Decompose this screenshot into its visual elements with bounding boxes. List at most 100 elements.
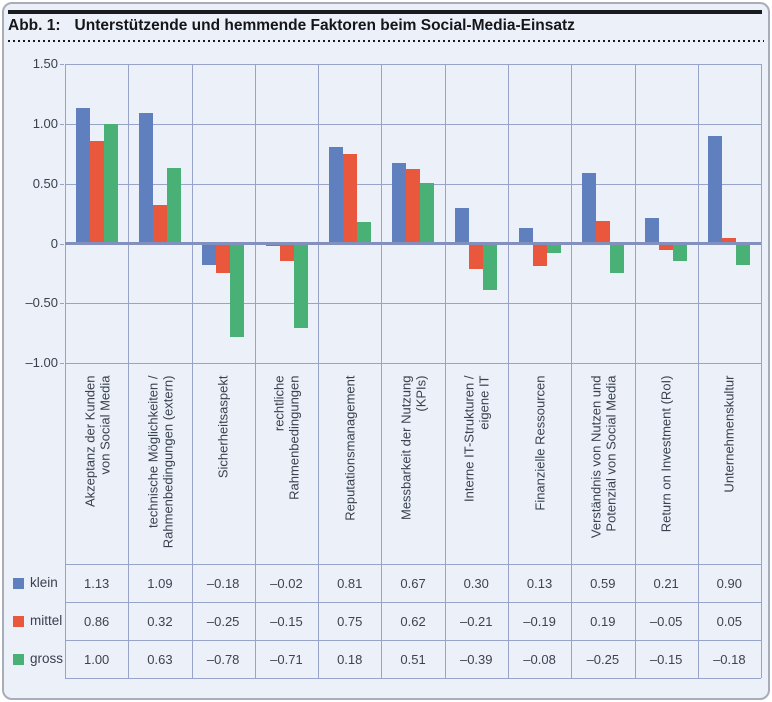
y-axis-tick-mark [60, 303, 64, 305]
category-label-line: Interne IT-Strukturen / [461, 375, 477, 502]
table-value-cell: –0.15 [270, 613, 303, 629]
category-label-cell: Reputationsmanagement [318, 364, 381, 563]
category-label: rechtliche Rahmenbedingungen [255, 365, 318, 562]
y-axis-tick-mark [60, 363, 64, 365]
category-label-line: Return on Investment (RoI) [658, 375, 674, 532]
legend-label: klein [30, 575, 58, 590]
legend-swatch-gross [13, 653, 24, 665]
category-label: Akzeptanz der Kunden von Social Media [65, 365, 128, 562]
y-axis-tick-label: –1.00 [25, 355, 58, 371]
y-axis-tick-mark [60, 183, 64, 185]
gridline-x [254, 64, 256, 678]
table-value-cell: 0.13 [526, 575, 553, 591]
table-value-cell: 0.75 [337, 613, 363, 629]
bar-mittel-7 [532, 243, 547, 267]
table-value-cell: –0.78 [206, 651, 240, 667]
gridline-x [444, 64, 446, 678]
bar-gross-10 [736, 243, 751, 265]
category-label: Unternehmenskultur [698, 365, 761, 562]
table-value-cell: –0.08 [523, 651, 556, 667]
category-label: technische Möglichkeiten / Rahmenbedingun… [128, 365, 191, 562]
category-label-cell: rechtliche Rahmenbedingungen [255, 364, 318, 563]
category-label-line: Rahmenbedingungen (extern) [159, 375, 175, 548]
category-label-cell: Messbarkeit der Nutzung (KPIs) [381, 364, 444, 563]
table-value-cell: 0.86 [83, 613, 110, 629]
category-label-line: eigene IT [476, 375, 492, 430]
gridline-x [318, 64, 320, 678]
gridline-x [191, 64, 193, 678]
zero-axis-line [65, 242, 761, 245]
category-label-line: Sicherheitsaspekt [215, 375, 231, 478]
bar-mittel-8 [595, 220, 610, 244]
bar-gross-3 [293, 243, 308, 329]
figure-background [3, 3, 769, 699]
bar-gross-8 [609, 243, 624, 274]
category-label-cell: Interne IT-Strukturen / eigene IT [445, 364, 508, 563]
y-axis-tick-label: 0.50 [32, 175, 58, 191]
gridline-x [697, 64, 699, 678]
bar-klein-8 [581, 172, 596, 244]
figure-title: Abb. 1: Unterstützende und hemmende Fakto… [8, 17, 575, 37]
table-value-cell: –0.25 [586, 651, 620, 667]
table-value-cell: 1.00 [83, 651, 110, 667]
bar-gross-0 [103, 123, 118, 244]
category-label-line: technische Möglichkeiten / [144, 375, 160, 528]
bar-mittel-5 [406, 169, 420, 244]
table-value-cell: 0.62 [400, 613, 426, 629]
gridline-x [65, 64, 66, 678]
category-label-cell: Akzeptanz der Kunden von Social Media [65, 364, 128, 563]
bar-klein-5 [392, 163, 406, 244]
table-value-cell: –0.19 [523, 613, 556, 629]
bar-klein-10 [708, 135, 723, 244]
bar-gross-7 [546, 243, 561, 254]
y-axis-tick-label: 1.50 [32, 56, 58, 72]
bar-gross-5 [420, 182, 434, 244]
bar-klein-7 [518, 228, 533, 244]
category-label-cell: Return on Investment (RoI) [635, 364, 698, 563]
bar-gross-2 [230, 243, 245, 337]
gridline-x [571, 64, 573, 678]
gridline-x [381, 64, 383, 678]
category-label: Interne IT-Strukturen / eigene IT [445, 365, 508, 562]
table-value-cell: 0.32 [147, 613, 173, 629]
table-value-cell: 0.59 [590, 575, 616, 591]
y-axis-tick-mark [60, 123, 64, 125]
bar-klein-6 [455, 207, 470, 244]
category-label-line: Akzeptanz der Kunden [81, 375, 97, 507]
category-label: Sicherheitsaspekt [192, 365, 255, 562]
y-axis-tick-label: 0 [50, 235, 58, 251]
table-value-cell: 0.30 [463, 575, 489, 591]
y-axis-tick-mark [60, 243, 64, 245]
title-dotted-rule [8, 40, 764, 42]
gridline-y [65, 123, 761, 125]
table-value-cell: 0.21 [653, 575, 679, 591]
table-value-cell: 1.13 [83, 575, 110, 591]
figure-number-label: Abb. 1: [8, 17, 61, 34]
y-axis-tick-label: 1.00 [32, 115, 58, 131]
category-label-line: (KPIs) [413, 375, 429, 412]
table-value-cell: –0.39 [459, 651, 493, 667]
category-label-line: Potenzial von Social Media [602, 375, 618, 532]
bar-mittel-6 [469, 243, 484, 269]
category-label-cell: Verständnis von Nutzen und Potenzial von … [571, 364, 634, 563]
legend-item-klein: klein [13, 575, 58, 591]
gridline-y [65, 64, 761, 66]
bar-mittel-0 [89, 140, 104, 244]
category-label-cell: Sicherheitsaspekt [192, 364, 255, 563]
bar-gross-6 [483, 243, 498, 291]
category-label-line: rechtliche [271, 375, 287, 431]
category-label: Messbarkeit der Nutzung (KPIs) [382, 365, 445, 562]
gridline-x [128, 64, 130, 678]
bar-mittel-10 [722, 237, 737, 244]
legend-item-gross: gross [13, 651, 63, 667]
table-value-cell: 1.09 [147, 575, 173, 591]
table-value-cell: 0.18 [337, 651, 363, 667]
category-label-cell: Finanzielle Ressourcen [508, 364, 571, 563]
table-value-cell: –0.71 [270, 651, 303, 667]
title-top-rule [8, 10, 762, 14]
table-value-cell: –0.02 [270, 575, 303, 591]
bar-mittel-3 [279, 243, 294, 262]
legend-item-mittel: mittel [13, 613, 62, 629]
bar-mittel-9 [659, 243, 674, 250]
category-label-line: Verständnis von Nutzen und [587, 375, 603, 538]
